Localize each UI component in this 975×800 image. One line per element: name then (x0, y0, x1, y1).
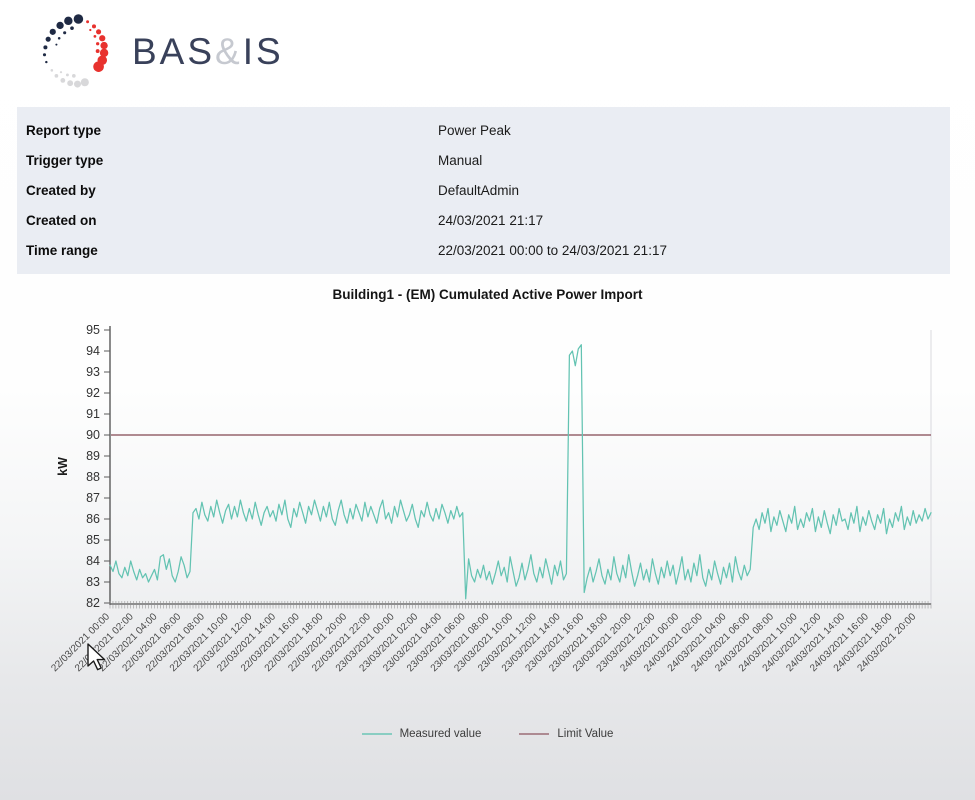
meta-row-trigger-type: Trigger type Manual (17, 145, 950, 175)
meta-label: Created by (26, 182, 96, 198)
x-tick-label: 24/03/2021 04:00 (666, 611, 729, 674)
x-tick-label: 23/03/2021 14:00 (500, 611, 563, 674)
x-tick-label: 23/03/2021 12:00 (476, 611, 539, 674)
basis-logo-mark (42, 14, 109, 88)
chart-legend: Measured value Limit Value (0, 728, 975, 740)
meta-row-created-on: Created on 24/03/2021 21:17 (17, 205, 950, 235)
x-tick-label: 23/03/2021 02:00 (358, 611, 421, 674)
x-tick-label: 23/03/2021 04:00 (381, 611, 444, 674)
brand-name-secondary: IS (242, 31, 284, 72)
x-tick-label: 23/03/2021 10:00 (452, 611, 515, 674)
x-tick-label: 22/03/2021 10:00 (168, 611, 231, 674)
meta-row-report-type: Report type Power Peak (17, 115, 950, 145)
meta-label: Time range (26, 242, 98, 258)
x-tick-label: 22/03/2021 06:00 (120, 611, 183, 674)
mouse-cursor (87, 643, 106, 671)
meta-value: Power Peak (438, 122, 511, 138)
x-tick-label: 24/03/2021 02:00 (642, 611, 705, 674)
x-tick-label: 24/03/2021 12:00 (761, 611, 824, 674)
y-tick-label: 94 (86, 344, 100, 358)
meta-label: Trigger type (26, 152, 104, 168)
meta-row-time-range: Time range 22/03/2021 00:00 to 24/03/202… (17, 235, 950, 265)
y-tick-label: 82 (86, 596, 100, 610)
x-tick-label: 23/03/2021 20:00 (571, 611, 634, 674)
x-tick-label: 22/03/2021 22:00 (310, 611, 373, 674)
x-tick-label: 24/03/2021 10:00 (737, 611, 800, 674)
x-tick-label: 24/03/2021 18:00 (832, 611, 895, 674)
y-tick-label: 93 (86, 365, 100, 379)
brand-name-primary: BAS (132, 31, 216, 72)
legend-item-limit: Limit Value (519, 728, 613, 740)
brand-name: BAS&IS (132, 31, 284, 73)
y-tick-label: 85 (86, 533, 100, 547)
meta-label: Created on (26, 212, 97, 228)
x-tick-label: 22/03/2021 18:00 (263, 611, 326, 674)
x-tick-label: 24/03/2021 16:00 (808, 611, 871, 674)
report-meta-table: Report type Power Peak Trigger type Manu… (17, 107, 950, 274)
x-tick-label: 23/03/2021 08:00 (429, 611, 492, 674)
legend-swatch-measured (361, 733, 392, 735)
y-tick-label: 86 (86, 512, 100, 526)
x-tick-label: 24/03/2021 08:00 (713, 611, 776, 674)
y-tick-label: 95 (86, 323, 100, 337)
y-tick-label: 84 (86, 554, 100, 568)
x-tick-label: 23/03/2021 00:00 (334, 611, 397, 674)
x-tick-label: 22/03/2021 16:00 (239, 611, 302, 674)
x-tick-label: 23/03/2021 16:00 (524, 611, 587, 674)
y-axis: 82 83 84 85 86 87 88 89 90 91 92 93 94 95 kW (56, 323, 111, 610)
meta-value: 24/03/2021 21:17 (438, 212, 544, 228)
x-tick-label: 24/03/2021 20:00 (855, 611, 918, 674)
legend-label-measured: Measured value (399, 728, 482, 740)
basis-logo: BAS&IS (26, 8, 284, 96)
x-tick-label: 22/03/2021 08:00 (144, 611, 207, 674)
legend-item-measured: Measured value (361, 728, 482, 740)
meta-value: DefaultAdmin (438, 182, 520, 198)
y-tick-label: 87 (86, 491, 100, 505)
x-tick-label: 23/03/2021 06:00 (405, 611, 468, 674)
x-tick-label: 22/03/2021 12:00 (192, 611, 255, 674)
x-tick-label: 24/03/2021 14:00 (784, 611, 847, 674)
brand-ampersand: & (215, 31, 243, 72)
y-tick-label: 83 (86, 575, 100, 589)
y-tick-label: 90 (86, 428, 100, 442)
y-axis-title: kW (56, 457, 70, 476)
measured-line (109, 344, 932, 600)
legend-swatch-limit (519, 733, 550, 735)
meta-value: 22/03/2021 00:00 to 24/03/2021 21:17 (438, 242, 667, 258)
meta-label: Report type (26, 122, 102, 138)
x-tick-label: 24/03/2021 00:00 (618, 611, 681, 674)
x-tick-label: 24/03/2021 06:00 (689, 611, 752, 674)
x-tick-label: 22/03/2021 20:00 (286, 611, 349, 674)
chart-title: Building1 - (EM) Cumulated Active Power … (332, 287, 643, 302)
x-tick-label: 23/03/2021 22:00 (595, 611, 658, 674)
y-tick-label: 91 (86, 407, 100, 421)
meta-row-created-by: Created by DefaultAdmin (17, 175, 950, 205)
y-tick-label: 92 (86, 386, 100, 400)
legend-label-limit: Limit Value (557, 728, 614, 740)
meta-value: Manual (438, 152, 483, 168)
y-tick-label: 89 (86, 449, 100, 463)
x-tick-label: 22/03/2021 14:00 (215, 611, 278, 674)
x-tick-label: 23/03/2021 18:00 (547, 611, 610, 674)
y-tick-label: 88 (86, 470, 100, 484)
